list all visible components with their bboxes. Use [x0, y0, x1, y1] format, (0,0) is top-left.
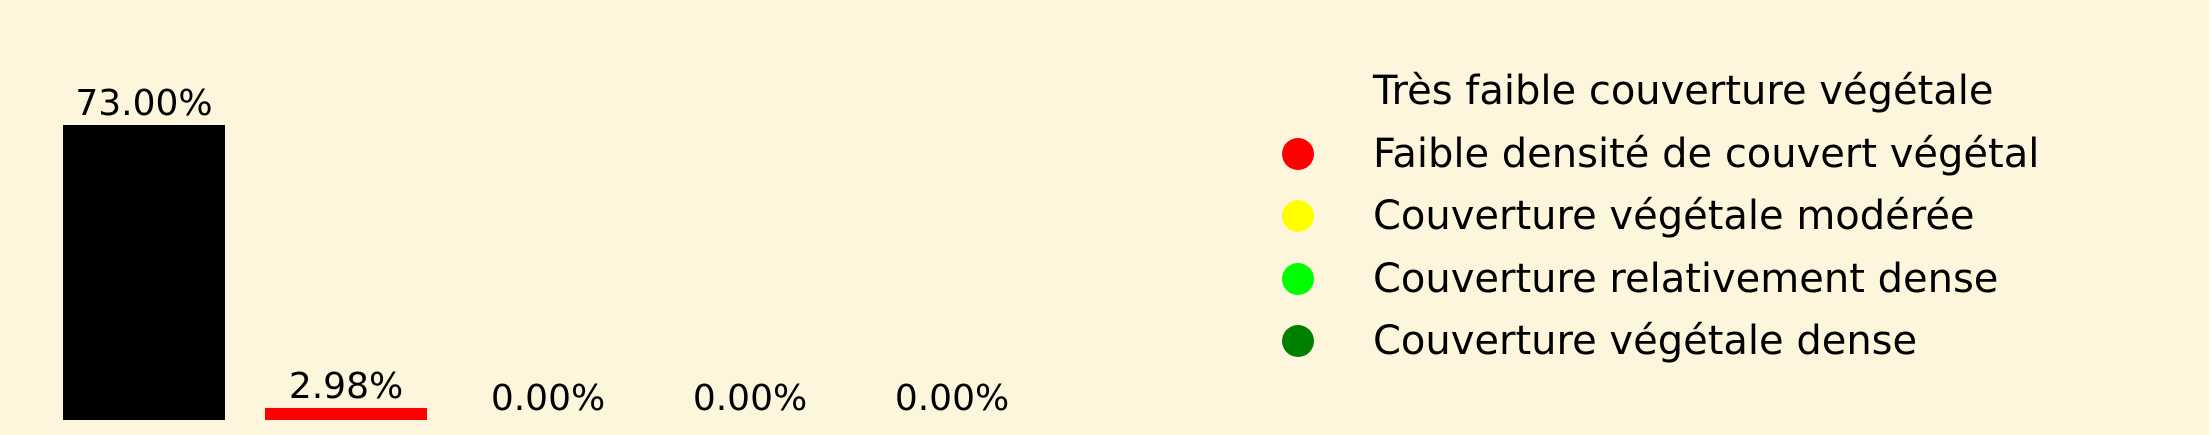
bar-value-label: 0.00%: [693, 378, 807, 419]
bar: [265, 407, 427, 420]
legend-marker: [1282, 200, 1314, 233]
legend-item: Couverture végétale dense: [1270, 310, 2170, 373]
legend-item: Couverture végétale modérée: [1270, 185, 2170, 248]
legend-label: Couverture végétale dense: [1373, 318, 1918, 365]
legend-item: Faible densité de couvert végétal: [1270, 123, 2170, 186]
bar: [63, 125, 225, 420]
legend-item: Couverture relativement dense: [1270, 248, 2170, 311]
legend-label: Couverture relativement dense: [1373, 255, 1999, 302]
legend-marker: [1282, 325, 1314, 358]
bar-value-label: 2.98%: [289, 366, 403, 407]
legend-marker: [1282, 75, 1314, 108]
legend-marker: [1282, 137, 1314, 170]
legend-label: Très faible couverture végétale: [1373, 68, 1994, 115]
legend-label: Faible densité de couvert végétal: [1373, 130, 2040, 177]
legend: Très faible couverture végétale Faible d…: [1270, 60, 2170, 373]
bar-value-label: 0.00%: [895, 378, 1009, 419]
legend-label: Couverture végétale modérée: [1373, 193, 1975, 240]
bar-chart-plot: 73.00% 2.98% 0.00% 0.00% 0.00%: [63, 83, 1009, 420]
bar-value-label: 73.00%: [75, 83, 212, 124]
legend-item: Très faible couverture végétale: [1270, 60, 2170, 123]
bar-value-label: 0.00%: [491, 378, 605, 419]
legend-marker: [1282, 262, 1314, 295]
